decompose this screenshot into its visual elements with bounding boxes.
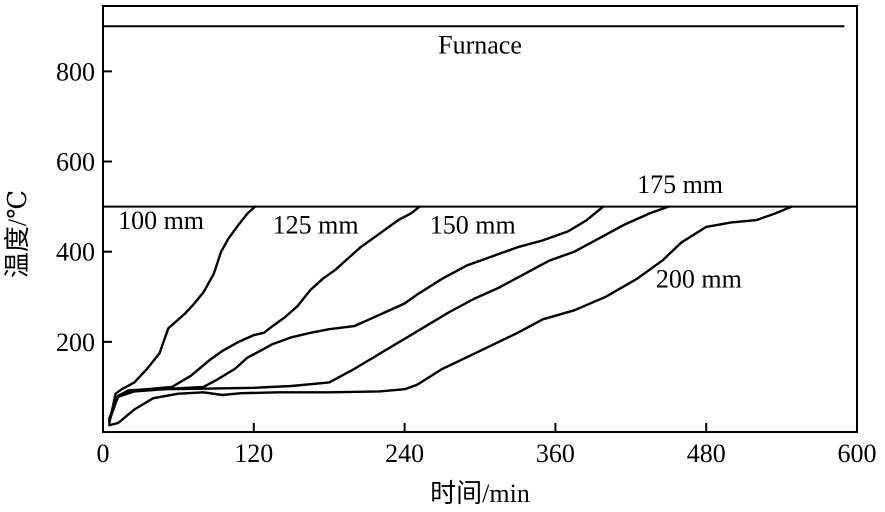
annotation-label-4: 175 mm (637, 170, 723, 199)
series-line-4 (108, 205, 793, 427)
y-axis-title: 温度/℃ (3, 190, 32, 278)
x-tick-label-0: 0 (97, 439, 110, 468)
annotation-label-0: Furnace (438, 30, 522, 59)
axis-ticks: 0 120 240 360 480 600 200 400 600 800 (56, 57, 877, 468)
annotation-label-1: 100 mm (118, 206, 204, 235)
reference-lines (103, 25, 857, 208)
x-tick-label-1: 120 (234, 439, 273, 468)
x-tick-label-5: 600 (838, 439, 877, 468)
series-lines (108, 205, 793, 427)
series-line-1 (108, 205, 421, 422)
annotation-label-3: 150 mm (430, 211, 516, 240)
y-tick-label-1: 400 (56, 238, 95, 267)
x-tick-label-2: 240 (385, 439, 424, 468)
y-tick-label-2: 600 (56, 148, 95, 177)
plot-border (102, 5, 858, 433)
annotation-label-2: 125 mm (273, 211, 359, 240)
x-axis-title: 时间/min (430, 479, 530, 508)
plot-frame (102, 5, 858, 433)
annotation-label-5: 200 mm (656, 265, 742, 294)
series-line-0 (108, 205, 257, 425)
series-line-3 (108, 205, 670, 420)
x-tick-label-3: 360 (536, 439, 575, 468)
x-tick-label-4: 480 (687, 439, 726, 468)
y-tick-label-3: 800 (56, 57, 95, 86)
y-tick-label-0: 200 (56, 328, 95, 357)
annotations: Furnace 100 mm 125 mm 150 mm 175 mm 200 mm (118, 30, 742, 293)
